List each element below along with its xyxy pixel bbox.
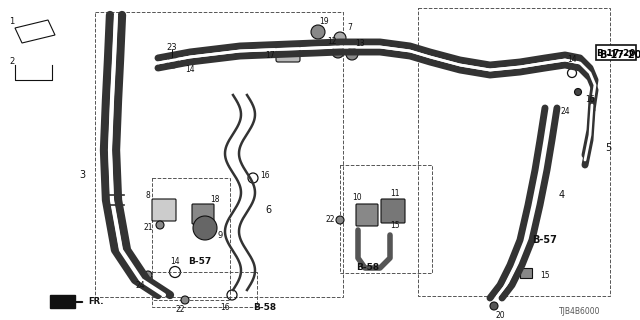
Bar xyxy=(95,12,343,297)
Text: 3: 3 xyxy=(79,170,85,180)
Text: B-58: B-58 xyxy=(253,303,276,313)
Polygon shape xyxy=(15,20,55,43)
FancyBboxPatch shape xyxy=(152,199,176,221)
Bar xyxy=(340,165,432,273)
Text: 24: 24 xyxy=(135,281,145,290)
Text: 6: 6 xyxy=(265,205,271,215)
Text: 18: 18 xyxy=(211,196,220,204)
Text: 7: 7 xyxy=(348,23,353,33)
Text: B-57: B-57 xyxy=(188,258,212,267)
Text: B-57: B-57 xyxy=(532,235,557,245)
Circle shape xyxy=(332,46,344,58)
Text: 4: 4 xyxy=(559,190,565,200)
Text: 23: 23 xyxy=(166,43,177,52)
Text: 12: 12 xyxy=(327,37,337,46)
Text: 22: 22 xyxy=(325,215,335,225)
Circle shape xyxy=(181,296,189,304)
Text: B-17-20: B-17-20 xyxy=(596,49,636,58)
FancyBboxPatch shape xyxy=(276,44,300,62)
Text: FR.: FR. xyxy=(88,298,104,307)
Circle shape xyxy=(490,302,498,310)
Bar xyxy=(152,272,257,307)
Text: 5: 5 xyxy=(605,143,611,153)
Text: 1: 1 xyxy=(10,18,15,27)
Polygon shape xyxy=(50,295,75,308)
Text: 9: 9 xyxy=(218,230,223,239)
Text: TJB4B6000: TJB4B6000 xyxy=(559,308,600,316)
Text: 20: 20 xyxy=(495,310,505,319)
Circle shape xyxy=(346,48,358,60)
Text: 15: 15 xyxy=(540,270,550,279)
Text: 16: 16 xyxy=(585,95,595,105)
Text: 14: 14 xyxy=(185,66,195,75)
FancyBboxPatch shape xyxy=(596,45,636,60)
Text: 21: 21 xyxy=(143,223,153,233)
Text: 11: 11 xyxy=(390,188,400,197)
Text: 2: 2 xyxy=(10,58,15,67)
Text: 8: 8 xyxy=(146,191,150,201)
Text: 13: 13 xyxy=(355,39,365,49)
Text: 14: 14 xyxy=(567,55,577,65)
Circle shape xyxy=(334,32,346,44)
Bar xyxy=(418,8,610,296)
Circle shape xyxy=(311,25,325,39)
FancyBboxPatch shape xyxy=(356,204,378,226)
Text: B-17-20: B-17-20 xyxy=(599,50,640,60)
Text: B-58: B-58 xyxy=(356,263,380,273)
Circle shape xyxy=(144,271,152,279)
Bar xyxy=(152,178,230,300)
Circle shape xyxy=(336,216,344,224)
Circle shape xyxy=(156,221,164,229)
Text: 16: 16 xyxy=(260,171,270,180)
Text: 10: 10 xyxy=(352,194,362,203)
Circle shape xyxy=(193,216,217,240)
Text: 15: 15 xyxy=(390,220,400,229)
Text: 17: 17 xyxy=(265,51,275,60)
Text: 24: 24 xyxy=(560,108,570,116)
Bar xyxy=(520,268,532,278)
Text: 22: 22 xyxy=(175,306,185,315)
Text: 16: 16 xyxy=(220,303,230,313)
FancyBboxPatch shape xyxy=(192,204,214,224)
Text: 14: 14 xyxy=(170,258,180,267)
Text: 19: 19 xyxy=(319,18,329,27)
FancyBboxPatch shape xyxy=(381,199,405,223)
Ellipse shape xyxy=(167,58,179,68)
Circle shape xyxy=(575,89,582,95)
